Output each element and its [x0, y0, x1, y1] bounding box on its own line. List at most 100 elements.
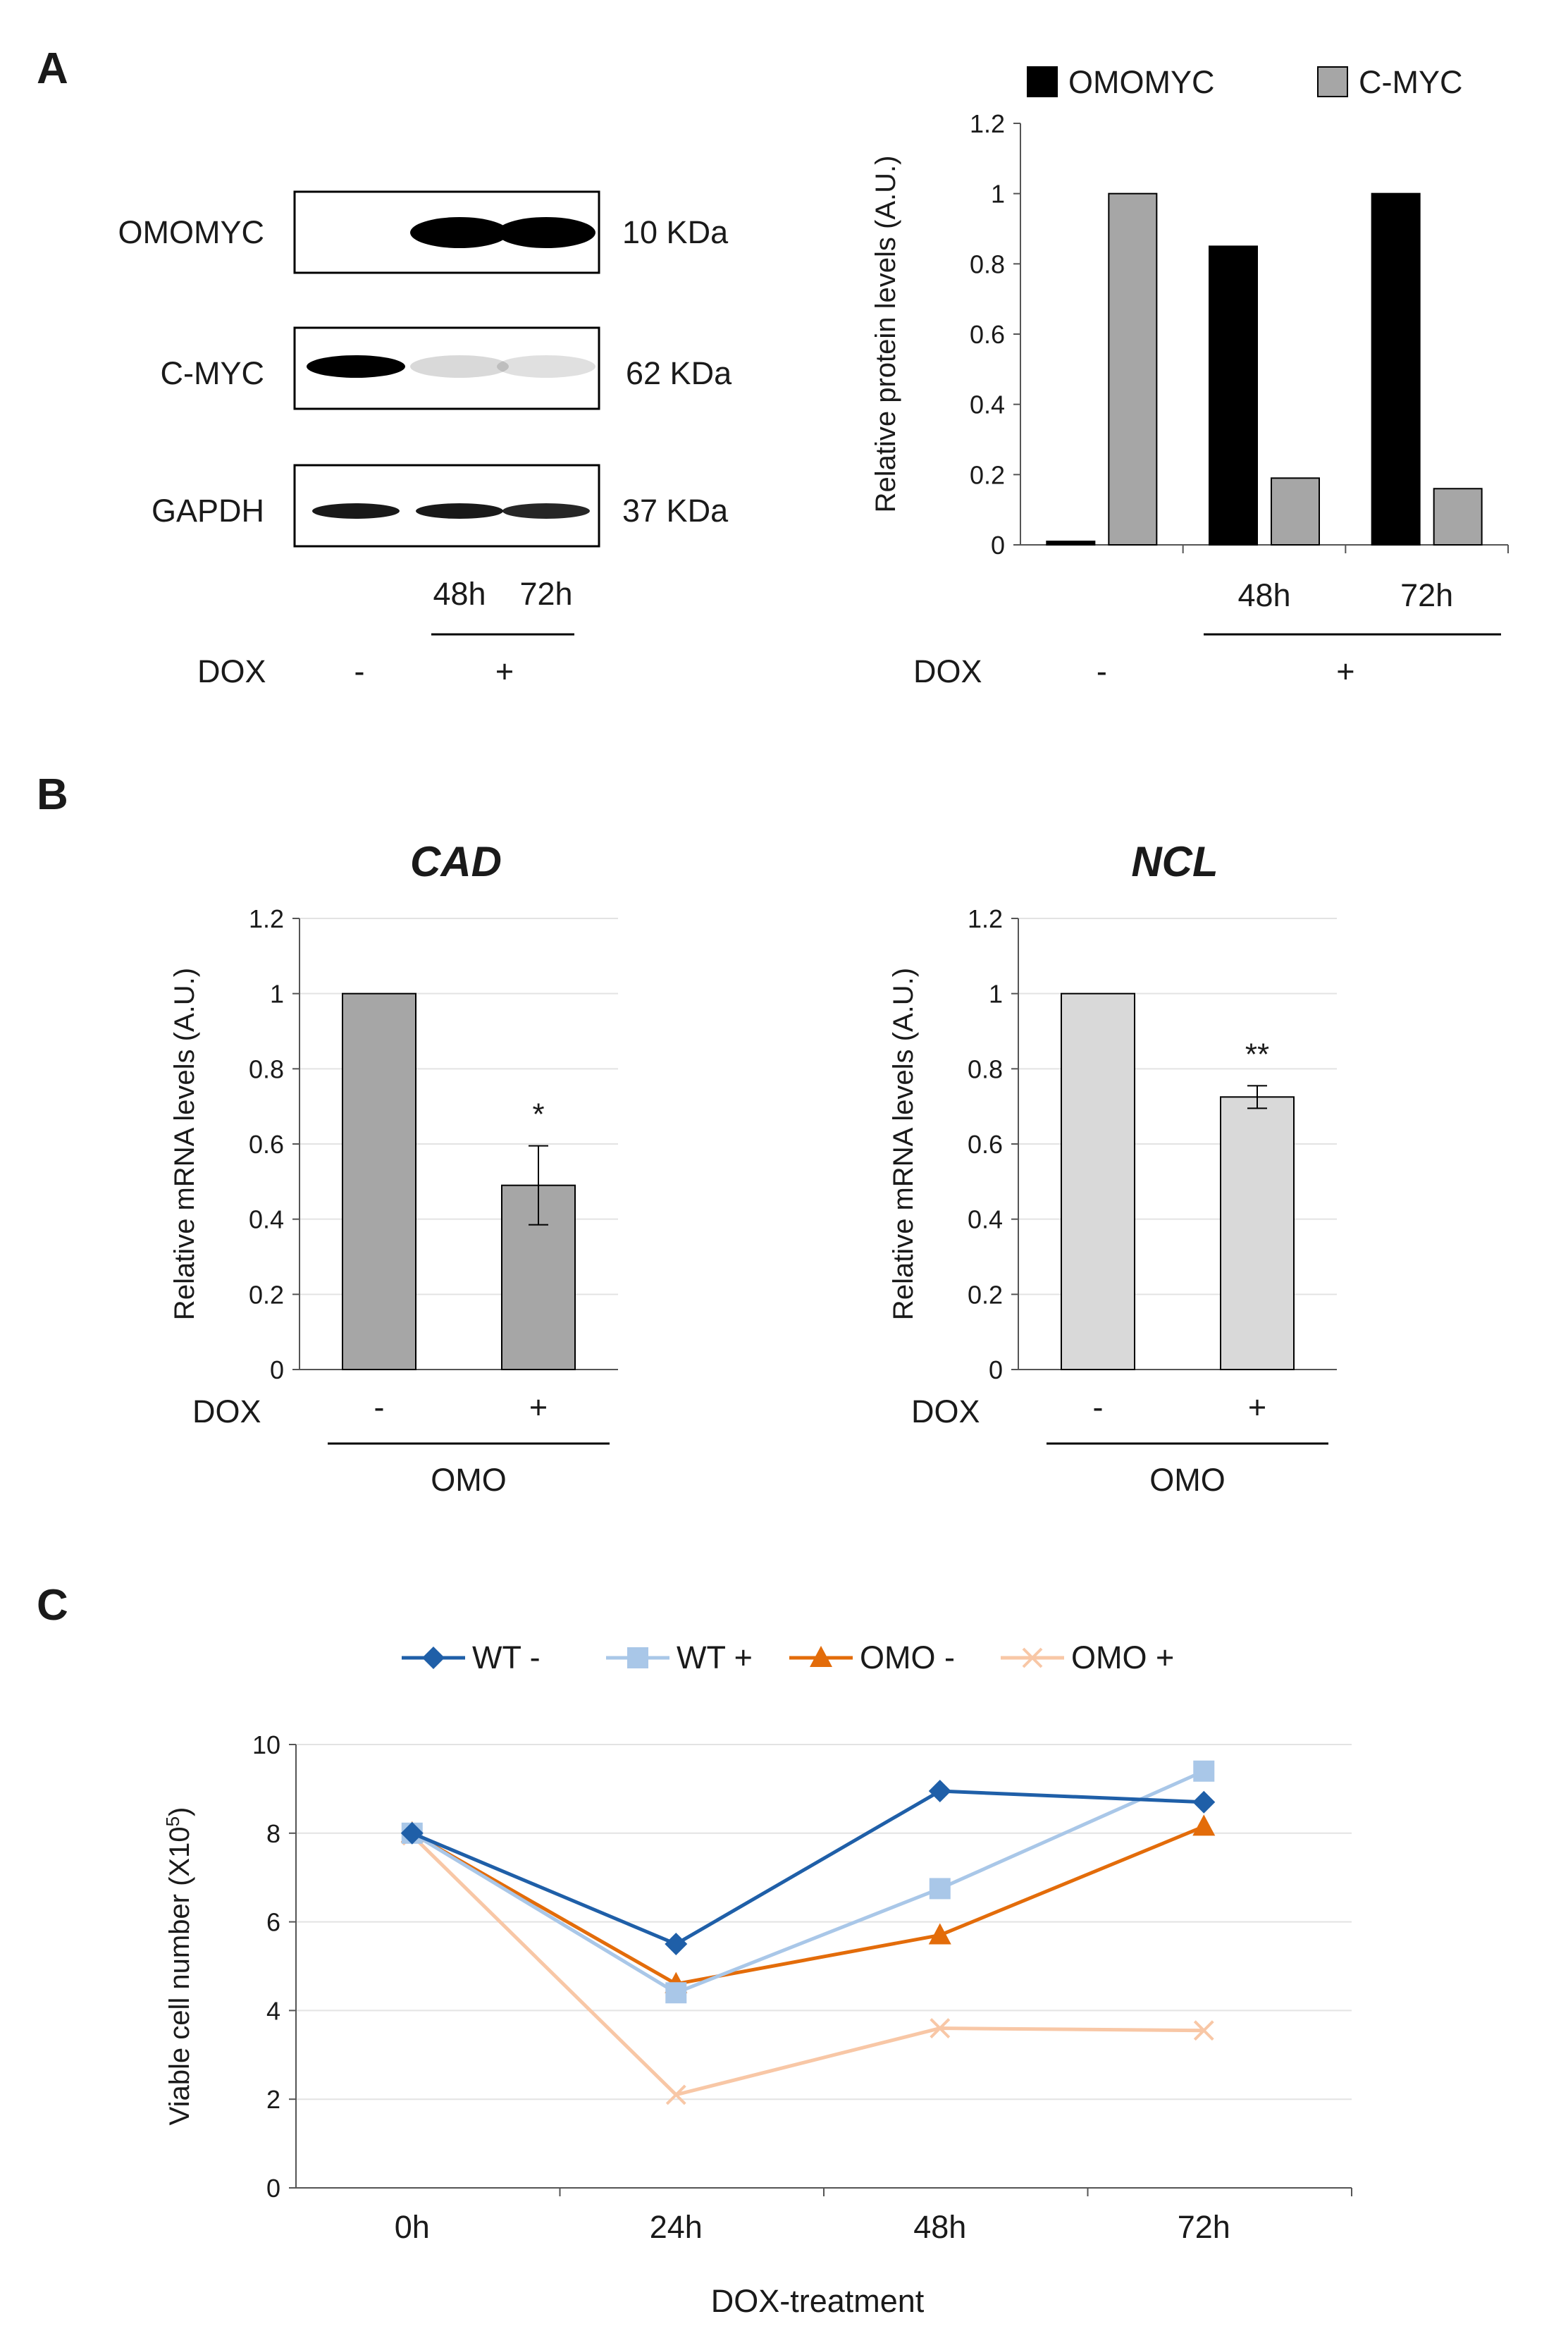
c-series-1-point-4	[1192, 1790, 1216, 1814]
a-y-tick-label: 1	[991, 180, 1005, 209]
a-y-tick-label: 0.2	[970, 460, 1005, 489]
a-bar-c-myc-1	[1108, 192, 1158, 546]
a-bar-omomyc-3	[1371, 192, 1421, 546]
b-ncl-y-tick-label: 1.2	[968, 904, 1003, 933]
b-cad-title: CAD	[410, 838, 502, 885]
c-x-tick-label: 0h	[395, 2209, 430, 2245]
b-cad-omo-label: OMO	[431, 1462, 507, 1498]
band-omomyc-lane-3	[497, 217, 595, 248]
blot-size-cmyc: 62 KDa	[626, 355, 732, 391]
c-y-tick-label: 2	[266, 2085, 280, 2114]
band-c-myc-lane-3	[497, 355, 595, 378]
b-cad-dox-sign-1: -	[374, 1389, 385, 1425]
c-series-2-point-3	[929, 1878, 951, 1900]
panel-label-c: C	[37, 1581, 68, 1630]
b-ncl-y-tick-label: 0.2	[968, 1280, 1003, 1309]
c-y-axis-label-main: Viable cell number (X10	[164, 1826, 195, 2125]
chart-a-protein-levels: 0 0.2 0.4 0.6 0.8 1 1.2 48h 72h DOX - + Relative pro…	[870, 64, 1509, 689]
b-cad-y-tick-label: 0.4	[249, 1205, 284, 1234]
band-gapdh-lane-1	[312, 503, 400, 519]
b-ncl-dox-label: DOX	[911, 1393, 980, 1429]
blot-size-omomyc: 10 KDa	[622, 214, 729, 250]
c-legend-marker-2	[627, 1647, 648, 1668]
b-ncl-bar-2	[1220, 1096, 1295, 1371]
c-series-4-point-4	[1193, 2020, 1214, 2041]
a-bar-omomyc-1	[1046, 541, 1096, 546]
a-legend-swatch-2	[1317, 66, 1348, 97]
a-dox-minus: -	[1097, 653, 1107, 689]
c-legend-label-1: WT -	[472, 1639, 541, 1675]
c-x-axis-label: DOX-treatment	[711, 2283, 925, 2319]
blot-dox-label: DOX	[197, 653, 266, 689]
a-y-tick-label: 0.8	[970, 250, 1005, 278]
b-cad-y-tick-label: 1.2	[249, 904, 284, 933]
c-legend-label-2: WT +	[677, 1639, 753, 1675]
c-series-1-point-2	[665, 1933, 688, 1956]
c-legend-label-3: OMO -	[860, 1639, 955, 1675]
b-cad-y-tick-label: 0.6	[249, 1130, 284, 1159]
b-cad-y-axis-label: Relative mRNA levels (A.U.)	[169, 968, 200, 1320]
c-series-4-point-4-stroke-2	[1193, 2020, 1214, 2041]
c-y-tick-label: 0	[266, 2174, 280, 2203]
c-y-axis-label-end: )	[164, 1807, 195, 1816]
panel-label-a: A	[37, 44, 68, 93]
b-ncl-bar-1	[1061, 992, 1135, 1370]
c-y-tick-label: 6	[266, 1908, 280, 1937]
c-y-tick-label: 8	[266, 1819, 280, 1848]
blot-bands	[307, 217, 595, 519]
c-y-tick-label: 10	[252, 1730, 280, 1759]
c-series-1-point-3	[928, 1780, 951, 1803]
chart-c-viable-cells: 0 2 4 6 8 10 0h 24h 48h 72h DOX-treatment WT - WT + O…	[162, 1639, 1352, 2319]
c-series-1-line	[411, 1789, 1204, 1946]
b-ncl-title: NCL	[1131, 838, 1218, 885]
c-legend-marker-3	[810, 1646, 832, 1667]
b-ncl-y-tick-label: 0	[989, 1355, 1003, 1384]
c-series-2-point-2	[665, 1982, 687, 2004]
c-series-4-point-3-stroke-2	[930, 2018, 951, 2038]
c-x-tick-label: 72h	[1178, 2209, 1230, 2245]
b-ncl-y-tick-label: 0.8	[968, 1054, 1003, 1083]
a-bar-c-myc-2	[1271, 477, 1320, 546]
c-series-3-point-4	[1192, 1814, 1216, 1836]
a-bar-c-myc-3	[1433, 488, 1483, 546]
blot-label-gapdh: GAPDH	[152, 493, 264, 529]
c-legend-label-4: OMO +	[1071, 1639, 1174, 1675]
c-x-tick-label: 48h	[913, 2209, 966, 2245]
c-legend-marker-4	[1022, 1647, 1043, 1668]
band-omomyc-lane-2	[410, 217, 509, 248]
c-y-tick-label: 4	[266, 1996, 280, 2025]
b-ncl-y-tick-label: 1	[989, 980, 1003, 1009]
c-series-2-point-4	[1193, 1760, 1215, 1782]
a-y-tick-label: 0	[991, 531, 1005, 560]
band-gapdh-lane-2	[416, 503, 503, 519]
b-ncl-dox-sign-1: -	[1093, 1389, 1104, 1425]
b-cad-y-tick-label: 0	[270, 1355, 284, 1384]
b-ncl-y-axis-label: Relative mRNA levels (A.U.)	[888, 968, 919, 1320]
blot-label-cmyc: C-MYC	[161, 355, 264, 391]
c-series-4-line	[411, 1834, 1204, 2097]
c-series-3-point-3	[928, 1923, 951, 1945]
b-cad-significance: *	[532, 1097, 544, 1132]
c-x-tick-label: 24h	[650, 2209, 703, 2245]
blot-dox-minus: -	[354, 653, 365, 689]
c-series-4-point-2	[665, 2084, 686, 2105]
b-ncl-dox-sign-2: +	[1248, 1389, 1266, 1425]
a-dox-plus: +	[1336, 653, 1354, 689]
c-series-4-point-3	[930, 2018, 951, 2038]
b-ncl-omo-label: OMO	[1149, 1462, 1226, 1498]
band-gapdh-lane-3	[502, 503, 590, 519]
b-ncl-y-tick-label: 0.6	[968, 1130, 1003, 1159]
a-y-tick-label: 1.2	[970, 109, 1005, 138]
chart-b-ncl: NCL 0 0.2 0.4 0.6 0.8 1 1.2 - ** + DOX OMO Relative m…	[888, 838, 1337, 1498]
blot-dox-plus: +	[495, 653, 514, 689]
western-blot: OMOMYC C-MYC GAPDH 10 KDa 62 KDa 37 KDa …	[118, 190, 732, 689]
c-series-2-line	[411, 1769, 1205, 1995]
b-cad-bar-1	[342, 992, 416, 1370]
c-legend-marker-1	[422, 1647, 445, 1669]
b-cad-y-tick-label: 0.8	[249, 1054, 284, 1083]
a-legend-label-2: C-MYC	[1359, 64, 1462, 100]
blot-lane-48h: 48h	[433, 576, 486, 612]
a-y-tick-label: 0.4	[970, 390, 1005, 419]
c-legend-marker-4-stroke-2	[1022, 1647, 1043, 1668]
